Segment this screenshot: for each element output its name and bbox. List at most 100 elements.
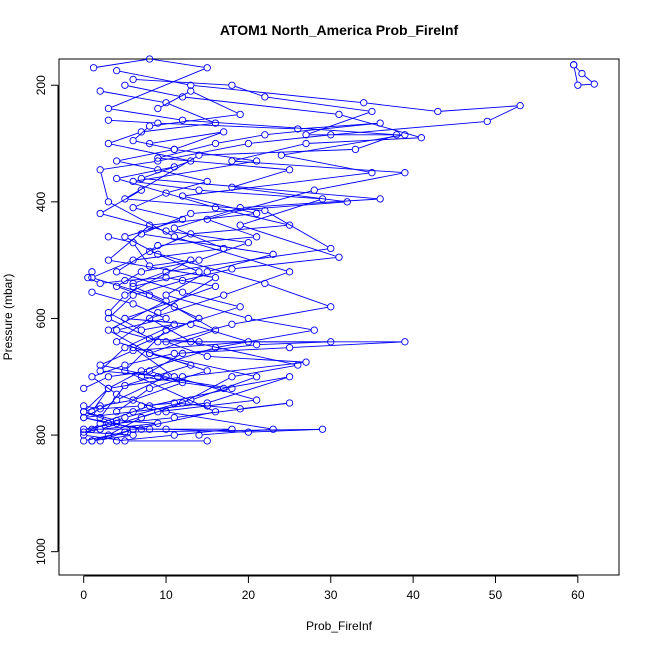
series-line-segment (134, 245, 149, 264)
series-line-segment (185, 172, 369, 197)
data-point (203, 352, 211, 361)
series-line-segment (119, 246, 156, 271)
data-point (96, 413, 104, 422)
x-tick-label: 0 (80, 588, 87, 602)
series-line-segment (226, 272, 287, 295)
series-line-segment (152, 251, 262, 284)
series-line-segment (100, 172, 109, 199)
series-line-segment (226, 376, 287, 389)
series-line-segment (135, 272, 164, 283)
series-line-segment (185, 344, 254, 354)
data-point (145, 221, 154, 229)
data-point (310, 326, 318, 334)
series-line-segment (169, 231, 246, 243)
series-line-segment (127, 325, 172, 347)
series-line-segment (251, 318, 312, 331)
series-line-segment (103, 406, 147, 423)
series-line-segment (234, 170, 287, 187)
data-point (162, 297, 170, 305)
data-point (516, 101, 524, 110)
data-point (121, 428, 129, 436)
data-point (170, 399, 178, 407)
series-line-segment (135, 127, 148, 139)
data-point (178, 378, 187, 387)
series-line-segment (135, 304, 164, 318)
series-line-segment (177, 377, 254, 400)
series-line-segment (235, 257, 336, 269)
data-point (269, 425, 277, 433)
data-point (162, 373, 170, 381)
series-line-segment (309, 137, 419, 144)
x-tick-label: 30 (324, 588, 338, 602)
series-line-segment (251, 134, 328, 144)
data-point (104, 326, 113, 334)
data-point (203, 399, 211, 407)
series-line-segment (234, 85, 263, 97)
data-point (137, 425, 146, 433)
data-point (178, 276, 187, 285)
data-point (285, 221, 294, 229)
series-line-segment (118, 314, 156, 341)
data-point (236, 405, 244, 413)
data-point (302, 139, 310, 148)
data-point (252, 396, 261, 404)
series-line-segment (119, 178, 213, 208)
data-point (170, 349, 178, 358)
data-point (80, 428, 88, 436)
y-tick-label: 1000 (34, 538, 48, 565)
series-line-segment (102, 351, 131, 365)
series-line-segment (193, 85, 361, 103)
series-line-segment (366, 102, 435, 112)
plot-frame (58, 58, 620, 576)
data-point (178, 215, 187, 223)
data-point (302, 358, 310, 366)
series-line-segment (176, 307, 213, 329)
y-tick-label: 800 (34, 425, 48, 445)
series-line-segment (95, 435, 131, 441)
data-point (104, 314, 113, 323)
data-point (121, 291, 129, 299)
series-line-segment (144, 178, 378, 200)
series-line-segment (94, 278, 147, 295)
data-point (84, 273, 92, 282)
data-point (483, 117, 491, 126)
series-line-segment (160, 170, 205, 182)
series-line-segment (86, 411, 130, 418)
data-point (96, 367, 104, 375)
series-line-segment (193, 324, 246, 342)
data-point (121, 276, 129, 285)
data-point (154, 104, 162, 113)
data-point (195, 431, 203, 439)
series-line-segment (333, 121, 485, 135)
data-point (294, 125, 302, 133)
series-line-segment (136, 341, 246, 351)
data-point (236, 221, 244, 229)
data-point (162, 273, 170, 282)
series-line-segment (185, 362, 303, 377)
series-line-segment (268, 123, 378, 135)
series-line-segment (152, 114, 238, 127)
data-point (129, 282, 137, 291)
series-line-segment (110, 331, 148, 353)
data-point (252, 373, 261, 381)
data-point (285, 373, 294, 381)
series-line-segment (152, 330, 213, 353)
data-point (203, 64, 211, 72)
series-line-segment (136, 79, 229, 86)
series-line-segment (202, 149, 353, 156)
series-line-segment (210, 356, 303, 363)
series-8 (80, 163, 335, 445)
data-point (104, 198, 113, 206)
series-line-segment (86, 401, 115, 417)
series-line-segment (218, 134, 262, 144)
data-point (162, 189, 170, 197)
series-line-segment (127, 237, 156, 254)
data-point (360, 99, 368, 107)
data-point (211, 119, 220, 127)
data-point (269, 250, 277, 258)
series-line-segment (259, 341, 328, 346)
series-line-segment (119, 377, 164, 400)
x-tick-label: 40 (406, 588, 420, 602)
series-line-segment (210, 254, 271, 272)
data-point (112, 157, 121, 165)
